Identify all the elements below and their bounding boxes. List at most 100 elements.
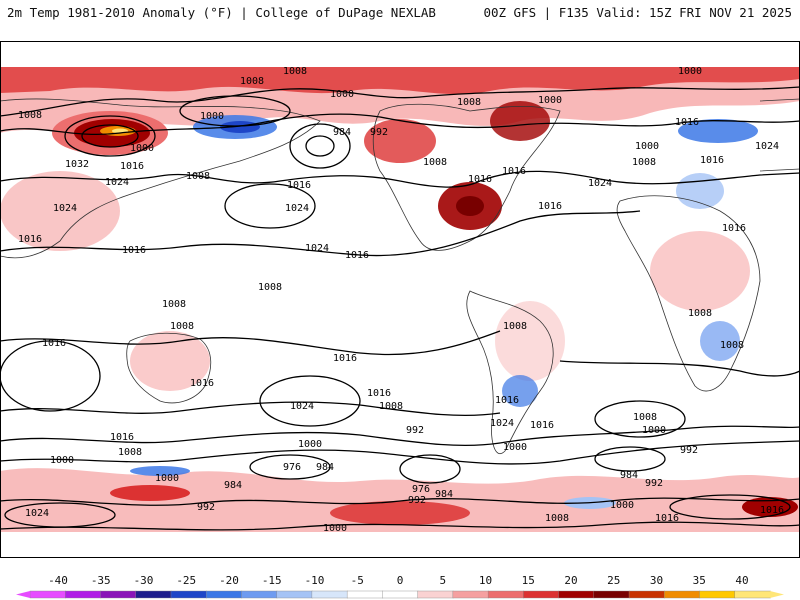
colorbar-tick-label: 20 bbox=[564, 574, 577, 587]
contour-label: 1000 bbox=[538, 95, 562, 106]
temperature-anomaly-map: 1008 1000 1008 1008 1000 1000 984 992 10… bbox=[0, 41, 800, 558]
contour-label: 1008 bbox=[258, 282, 282, 293]
contour-label: 1024 bbox=[25, 508, 49, 519]
contour-label: 1008 bbox=[688, 308, 712, 319]
contour-label: 1032 bbox=[65, 159, 89, 170]
colorbar-tick-label: 15 bbox=[522, 574, 535, 587]
contour-label: 1008 bbox=[240, 76, 264, 87]
contour-label: 976 bbox=[412, 484, 430, 495]
contour-label: 984 bbox=[333, 127, 351, 138]
contour-label: 992 bbox=[197, 502, 215, 513]
contour-label: 1024 bbox=[490, 418, 514, 429]
colorbar-swatch bbox=[100, 590, 137, 599]
colorbar-swatch bbox=[452, 590, 489, 599]
colorbar-tick-label: 35 bbox=[693, 574, 706, 587]
contour-label: 992 bbox=[680, 445, 698, 456]
colorbar-tick-label: 0 bbox=[397, 574, 404, 587]
colorbar-tick-label: -35 bbox=[91, 574, 111, 587]
colorbar-tick-label: 5 bbox=[439, 574, 446, 587]
contour-label: 1008 bbox=[545, 513, 569, 524]
contour-label: 1016 bbox=[468, 174, 492, 185]
colorbar-swatch bbox=[417, 590, 454, 599]
colorbar-swatch bbox=[382, 590, 419, 599]
contour-label: 1008 bbox=[118, 447, 142, 458]
colorbar-max-arrow bbox=[770, 591, 784, 598]
colorbar-swatch bbox=[346, 590, 384, 599]
contour-label: 1024 bbox=[588, 178, 612, 189]
contour-label: 1016 bbox=[42, 338, 66, 349]
contour-label: 1024 bbox=[305, 243, 329, 254]
contour-label: 1000 bbox=[635, 141, 659, 152]
pressure-contours bbox=[0, 86, 800, 531]
colorbar-tick-label: -5 bbox=[351, 574, 364, 587]
contour-label: 1008 bbox=[503, 321, 527, 332]
contour-label: 1000 bbox=[298, 439, 322, 450]
contour-label: 1000 bbox=[678, 66, 702, 77]
colorbar-swatch bbox=[628, 590, 665, 599]
model-run-info: 00Z GFS | F135 Valid: 15Z FRI NOV 21 202… bbox=[483, 5, 792, 20]
contour-label: 1016 bbox=[110, 432, 134, 443]
colorbar-swatch bbox=[734, 590, 771, 599]
contour-label: 984 bbox=[435, 489, 453, 500]
colorbar-swatch bbox=[241, 590, 278, 599]
colorbar-swatch bbox=[205, 590, 243, 599]
contour-label: 1024 bbox=[53, 203, 77, 214]
contour-label: 1000 bbox=[642, 425, 666, 436]
contour-label: 1000 bbox=[200, 111, 224, 122]
contour-label: 1008 bbox=[186, 171, 210, 182]
colorbar-swatch bbox=[135, 590, 172, 599]
contour-label: 1000 bbox=[610, 500, 634, 511]
contour-label: 1024 bbox=[755, 141, 779, 152]
colorbar-legend: -40 -35 -30 -25 -20 -15 -10 -5 0 5 10 15 20 25 30 35 40 bbox=[16, 574, 784, 599]
colorbar-tick-label: 10 bbox=[479, 574, 492, 587]
contour-label: 992 bbox=[645, 478, 663, 489]
contour-label: 1016 bbox=[18, 234, 42, 245]
colorbar-tick-label: 40 bbox=[735, 574, 748, 587]
colorbar-swatch bbox=[311, 590, 348, 599]
colorbar-tick-label: -15 bbox=[262, 574, 282, 587]
contour-label: 1008 bbox=[633, 412, 657, 423]
contour-label: 1008 bbox=[379, 401, 403, 412]
contour-label: 1016 bbox=[700, 155, 724, 166]
contour-label: 984 bbox=[316, 462, 334, 473]
contour-label: 992 bbox=[370, 127, 388, 138]
contour-label: 1024 bbox=[105, 177, 129, 188]
colorbar-swatch bbox=[65, 590, 102, 599]
coastlines bbox=[0, 98, 800, 454]
colorbar-tick-label: 30 bbox=[650, 574, 663, 587]
contour-label: 1000 bbox=[503, 442, 527, 453]
contour-label: 1016 bbox=[122, 245, 146, 256]
contour-label: 1008 bbox=[170, 321, 194, 332]
contour-label: 1008 bbox=[283, 66, 307, 77]
contour-label: 1016 bbox=[655, 513, 679, 524]
colorbar-tick-label: 25 bbox=[607, 574, 620, 587]
contour-label: 1000 bbox=[50, 455, 74, 466]
contour-label: 1000 bbox=[155, 473, 179, 484]
colorbar-tick-label: -10 bbox=[305, 574, 325, 587]
colorbar-tick-label: -25 bbox=[176, 574, 196, 587]
contour-label: 1024 bbox=[290, 401, 314, 412]
contour-label: 1024 bbox=[285, 203, 309, 214]
contour-label: 976 bbox=[283, 462, 301, 473]
contour-label: 1016 bbox=[722, 223, 746, 234]
contour-label: 1008 bbox=[162, 299, 186, 310]
contour-label: 1016 bbox=[120, 161, 144, 172]
contour-label: 1016 bbox=[345, 250, 369, 261]
colorbar-tick-label: -30 bbox=[134, 574, 154, 587]
colorbar-swatch bbox=[523, 590, 560, 599]
contour-label: 1016 bbox=[495, 395, 519, 406]
contour-label: 1000 bbox=[330, 89, 354, 100]
contour-label: 1008 bbox=[720, 340, 744, 351]
colorbar-min-arrow bbox=[16, 591, 30, 598]
colorbar-swatch bbox=[593, 590, 630, 599]
contour-label: 1000 bbox=[130, 143, 154, 154]
colorbar-swatch bbox=[558, 590, 595, 599]
contour-label: 1016 bbox=[538, 201, 562, 212]
contour-label: 1008 bbox=[18, 110, 42, 121]
colorbar-tick-label: -20 bbox=[219, 574, 239, 587]
contour-label: 1016 bbox=[333, 353, 357, 364]
contour-label: 1016 bbox=[367, 388, 391, 399]
contour-label: 1008 bbox=[423, 157, 447, 168]
contour-label: 1016 bbox=[190, 378, 214, 389]
contour-labels: 1008 1000 1008 1008 1000 1000 984 992 10… bbox=[18, 66, 784, 534]
